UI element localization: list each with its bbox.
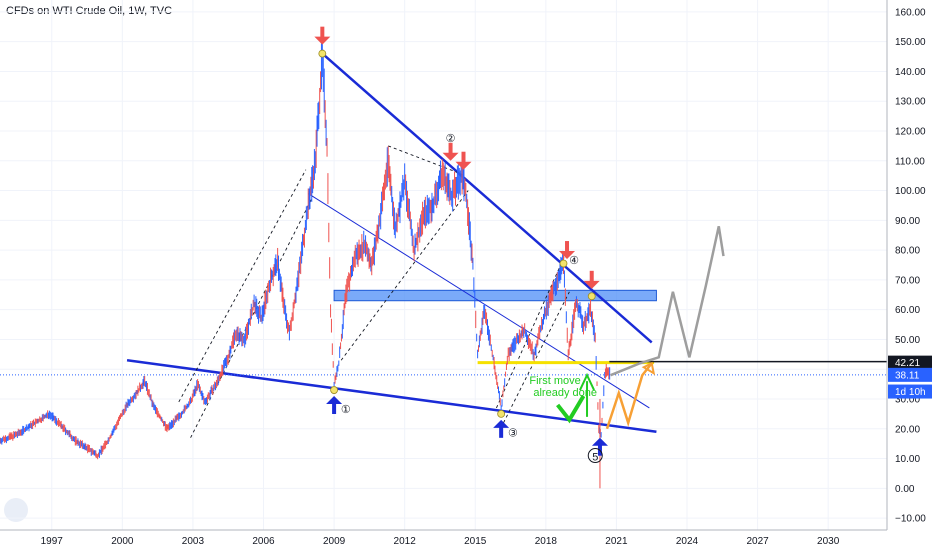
dashed-channel-line bbox=[503, 291, 570, 424]
price-tick-label: 60.00 bbox=[895, 305, 920, 316]
price-tick-label: 30.00 bbox=[895, 394, 920, 405]
red-down-arrow-icon bbox=[559, 241, 576, 260]
time-tick-label: 2030 bbox=[817, 536, 840, 547]
time-axis-bg bbox=[0, 530, 932, 550]
red-down-arrow-icon bbox=[455, 151, 472, 170]
dashed-channel-line bbox=[178, 169, 307, 403]
annotation-text: already done bbox=[533, 387, 597, 399]
orange-scenario-path bbox=[605, 362, 653, 430]
price-axis: 160.00 150.00 140.00 130.00 120.00 110.00 100.… bbox=[886, 0, 932, 550]
time-tick-label: 2015 bbox=[464, 536, 487, 547]
price-tag-label: 42.21 bbox=[895, 358, 920, 369]
time-tick-label: 2009 bbox=[323, 536, 346, 547]
pivot-marker bbox=[559, 259, 568, 268]
wave-label: ② bbox=[446, 133, 456, 145]
price-tick-label: 70.00 bbox=[895, 275, 920, 286]
red-down-arrow-icon bbox=[314, 26, 331, 45]
time-tick-label: 2006 bbox=[252, 536, 275, 547]
price-series bbox=[0, 34, 611, 489]
price-tag-label: 1d 10h bbox=[895, 387, 926, 398]
blue-up-arrow-icon bbox=[326, 396, 343, 415]
wave-label: ③ bbox=[508, 428, 518, 440]
red-down-arrow-icon bbox=[442, 142, 459, 161]
price-tick-label: −10.00 bbox=[895, 514, 926, 525]
blue-up-arrow-icon bbox=[493, 419, 510, 438]
pivot-marker bbox=[587, 292, 596, 301]
time-tick-label: 2000 bbox=[111, 536, 134, 547]
price-axis-bg bbox=[887, 0, 932, 550]
annotation-text: First move bbox=[529, 375, 580, 387]
red-down-arrow-icon bbox=[583, 270, 600, 289]
chart-title: CFDs on WTI Crude Oil, 1W, TVC bbox=[6, 5, 173, 17]
projection-path bbox=[610, 226, 725, 377]
time-tick-label: 2012 bbox=[394, 536, 417, 547]
wave-label: 5 bbox=[592, 452, 598, 464]
green-arrow-head bbox=[579, 372, 595, 391]
price-tick-label: 50.00 bbox=[895, 335, 920, 346]
price-tick-label: 150.00 bbox=[895, 37, 926, 48]
price-tag bbox=[888, 367, 932, 382]
trend-line-upper-resistance bbox=[321, 52, 653, 344]
blue-up-arrow-icon bbox=[591, 437, 608, 456]
price-tick-label: 90.00 bbox=[895, 216, 920, 227]
time-tick-label: 2024 bbox=[676, 536, 699, 547]
wave-circle bbox=[587, 448, 603, 464]
time-axis: 1997 2000 2003 2006 2009 2012 2015 2018 2021 2024… bbox=[0, 529, 932, 550]
price-tag-label: 38.11 bbox=[895, 370, 920, 381]
price-tick-label: 100.00 bbox=[895, 186, 926, 197]
chart-drawings bbox=[0, 52, 887, 438]
time-tick-label: 2021 bbox=[605, 536, 628, 547]
price-tick-label: 0.00 bbox=[895, 484, 915, 495]
time-tick-label: 2003 bbox=[182, 536, 205, 547]
pivot-marker bbox=[330, 386, 338, 394]
price-tick-label: 80.00 bbox=[895, 246, 920, 257]
price-tick-label: 160.00 bbox=[895, 7, 926, 18]
resistance-zone bbox=[333, 289, 657, 302]
price-tag bbox=[888, 384, 932, 399]
dashed-channel-line bbox=[388, 145, 467, 177]
price-tick-label: 110.00 bbox=[895, 156, 925, 167]
price-tick-label: 20.00 bbox=[895, 424, 920, 435]
price-tick-label: 10.00 bbox=[895, 454, 920, 465]
trend-line-mid-channel bbox=[307, 193, 650, 409]
time-tick-label: 2018 bbox=[535, 536, 558, 547]
time-tick-label: 1997 bbox=[41, 536, 64, 547]
price-tag bbox=[888, 355, 932, 370]
time-tick-label: 2027 bbox=[746, 536, 769, 547]
orange-arrow-head bbox=[641, 361, 656, 376]
dashed-channel-line bbox=[340, 190, 469, 361]
price-tick-label: 140.00 bbox=[895, 67, 926, 78]
price-tick-label: 130.00 bbox=[895, 97, 926, 108]
pivot-marker bbox=[497, 409, 506, 418]
green-check-icon bbox=[556, 394, 586, 424]
wave-label: ④ bbox=[569, 255, 579, 267]
pivot-marker bbox=[318, 49, 327, 58]
chart-grid bbox=[0, 0, 887, 530]
wave-label: ① bbox=[341, 404, 351, 416]
price-tick-label: 120.00 bbox=[895, 127, 926, 138]
